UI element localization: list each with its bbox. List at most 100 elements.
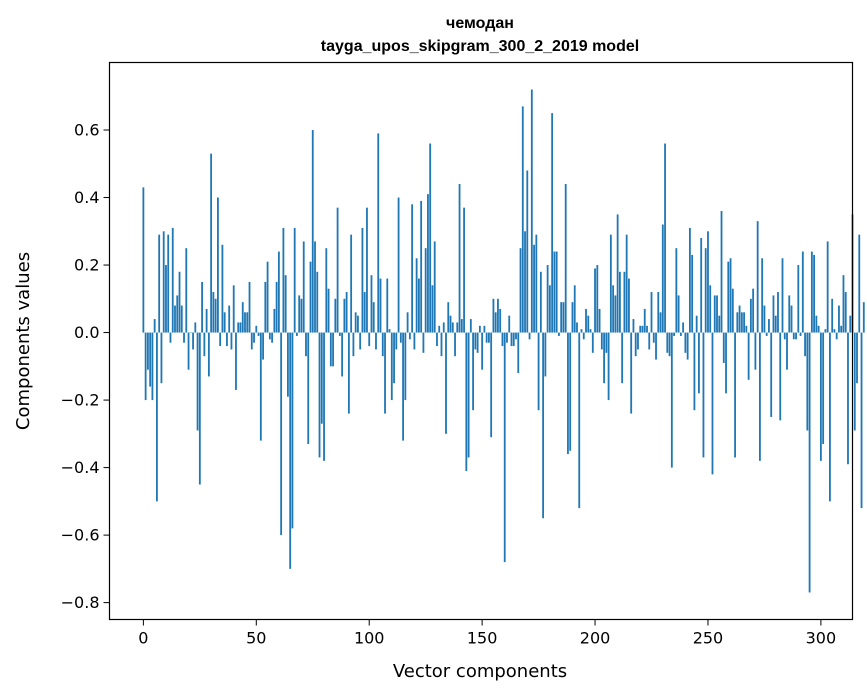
y-tick-label: −0.4: [61, 458, 100, 477]
bar-component-132: [440, 332, 443, 357]
bar-component-98: [363, 292, 366, 333]
bar-component-212: [621, 332, 624, 384]
bar-component-303: [826, 241, 829, 333]
bar-component-198: [589, 329, 592, 333]
bar-component-233: [668, 332, 671, 357]
bar-component-28: [205, 308, 208, 333]
bar-component-194: [580, 329, 583, 333]
bar-component-127: [429, 143, 432, 333]
bar-component-257: [722, 332, 725, 363]
bar-component-248: [702, 332, 705, 458]
bar-component-37: [226, 332, 228, 347]
bar-component-306: [833, 329, 836, 333]
bar-component-217: [632, 319, 635, 333]
y-tick-label: −0.8: [61, 593, 100, 612]
bar-component-103: [375, 332, 377, 350]
bar-component-214: [625, 234, 628, 333]
bar-component-239: [682, 322, 685, 333]
bar-component-226: [652, 332, 655, 343]
bar-component-151: [483, 325, 486, 333]
bar-component-197: [587, 315, 590, 333]
bar-component-183: [555, 251, 558, 333]
bar-component-263: [736, 312, 739, 333]
bar-component-318: [860, 332, 863, 509]
bar-component-16: [178, 271, 181, 333]
bar-component-316: [856, 332, 858, 384]
bar-component-200: [594, 268, 596, 333]
bar-component-48: [250, 332, 253, 350]
bar-component-301: [822, 332, 825, 444]
bar-component-265: [740, 312, 743, 333]
bar-component-227: [655, 332, 657, 360]
bar-component-283: [781, 258, 784, 333]
bar-component-205: [605, 332, 608, 353]
bar-component-17: [180, 305, 183, 333]
bar-component-168: [521, 106, 524, 333]
bar-component-42: [237, 322, 240, 333]
bar-component-241: [686, 332, 689, 360]
bar-component-222: [643, 308, 646, 333]
bar-component-207: [609, 234, 612, 333]
bar-component-188: [567, 332, 569, 455]
bar-component-45: [244, 312, 246, 333]
bar-component-206: [607, 332, 610, 401]
bar-component-24: [196, 332, 199, 431]
bar-component-243: [691, 254, 694, 333]
bar-component-138: [454, 332, 456, 357]
bar-component-111: [393, 332, 395, 384]
bar-component-33: [217, 197, 219, 333]
bar-component-167: [519, 248, 522, 333]
bar-component-147: [474, 332, 477, 350]
bar-component-195: [582, 332, 585, 340]
bar-component-231: [664, 143, 666, 333]
bar-component-94: [354, 312, 357, 333]
bar-component-14: [174, 305, 176, 333]
bar-component-255: [718, 315, 721, 333]
bar-component-21: [189, 332, 192, 334]
bar-component-319: [862, 302, 865, 333]
bar-component-62: [282, 227, 285, 333]
bar-component-5: [153, 319, 156, 333]
bar-component-73: [307, 332, 310, 444]
bar-component-61: [280, 332, 283, 536]
bar-component-190: [571, 302, 574, 333]
bar-component-160: [503, 332, 506, 563]
bar-component-55: [266, 261, 269, 333]
bar-component-277: [768, 319, 770, 333]
y-tick-label: −0.6: [61, 526, 100, 545]
bar-component-95: [357, 315, 359, 333]
bar-component-152: [485, 332, 488, 343]
bar-component-85: [334, 298, 337, 333]
bar-component-143: [465, 332, 468, 471]
bar-component-36: [223, 312, 226, 333]
bar-component-244: [693, 332, 696, 411]
bar-component-26: [201, 281, 203, 333]
bar-component-281: [777, 292, 779, 333]
bar-component-266: [743, 312, 746, 333]
bar-component-299: [817, 325, 820, 333]
bar-component-104: [377, 133, 380, 333]
bar-component-313: [849, 315, 852, 333]
y-tick-label: 0.4: [74, 188, 99, 207]
bar-component-18: [183, 332, 185, 343]
bar-component-192: [576, 322, 578, 333]
bar-component-290: [797, 265, 800, 333]
bar-component-114: [399, 332, 402, 343]
bar-component-141: [460, 319, 463, 333]
bar-component-297: [813, 254, 816, 333]
bar-component-49: [253, 332, 255, 343]
bar-component-209: [614, 295, 617, 333]
bar-component-189: [569, 332, 572, 451]
bar-component-216: [630, 332, 633, 414]
bar-component-145: [469, 319, 472, 333]
bar-component-153: [488, 332, 490, 343]
bar-component-7: [158, 234, 161, 333]
bar-component-79: [320, 332, 323, 424]
bar-component-102: [372, 302, 375, 333]
bar-component-219: [637, 332, 639, 350]
bar-component-279: [772, 295, 775, 333]
bar-component-66: [291, 332, 294, 529]
bar-component-293: [804, 332, 806, 357]
bar-component-25: [198, 332, 201, 485]
bar-component-80: [323, 332, 325, 461]
